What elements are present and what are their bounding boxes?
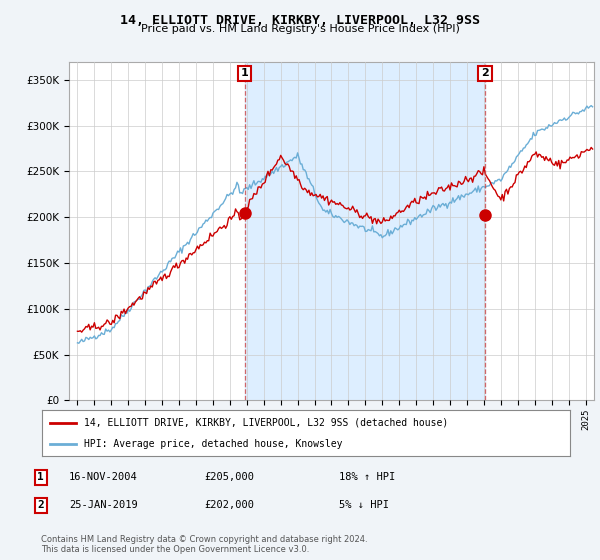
Text: 25-JAN-2019: 25-JAN-2019 bbox=[69, 500, 138, 510]
Text: 2: 2 bbox=[481, 68, 489, 78]
Text: 5% ↓ HPI: 5% ↓ HPI bbox=[339, 500, 389, 510]
Text: £202,000: £202,000 bbox=[204, 500, 254, 510]
Bar bbox=[245, 62, 485, 400]
Text: 16-NOV-2004: 16-NOV-2004 bbox=[69, 472, 138, 482]
Text: 18% ↑ HPI: 18% ↑ HPI bbox=[339, 472, 395, 482]
Text: 1: 1 bbox=[37, 472, 44, 482]
Text: 2: 2 bbox=[37, 500, 44, 510]
Text: 1: 1 bbox=[241, 68, 248, 78]
Text: Price paid vs. HM Land Registry's House Price Index (HPI): Price paid vs. HM Land Registry's House … bbox=[140, 24, 460, 34]
Text: Contains HM Land Registry data © Crown copyright and database right 2024.
This d: Contains HM Land Registry data © Crown c… bbox=[41, 535, 367, 554]
Text: 14, ELLIOTT DRIVE, KIRKBY, LIVERPOOL, L32 9SS (detached house): 14, ELLIOTT DRIVE, KIRKBY, LIVERPOOL, L3… bbox=[84, 418, 448, 428]
Text: £205,000: £205,000 bbox=[204, 472, 254, 482]
Text: 14, ELLIOTT DRIVE, KIRKBY, LIVERPOOL, L32 9SS: 14, ELLIOTT DRIVE, KIRKBY, LIVERPOOL, L3… bbox=[120, 14, 480, 27]
Text: HPI: Average price, detached house, Knowsley: HPI: Average price, detached house, Know… bbox=[84, 439, 343, 449]
